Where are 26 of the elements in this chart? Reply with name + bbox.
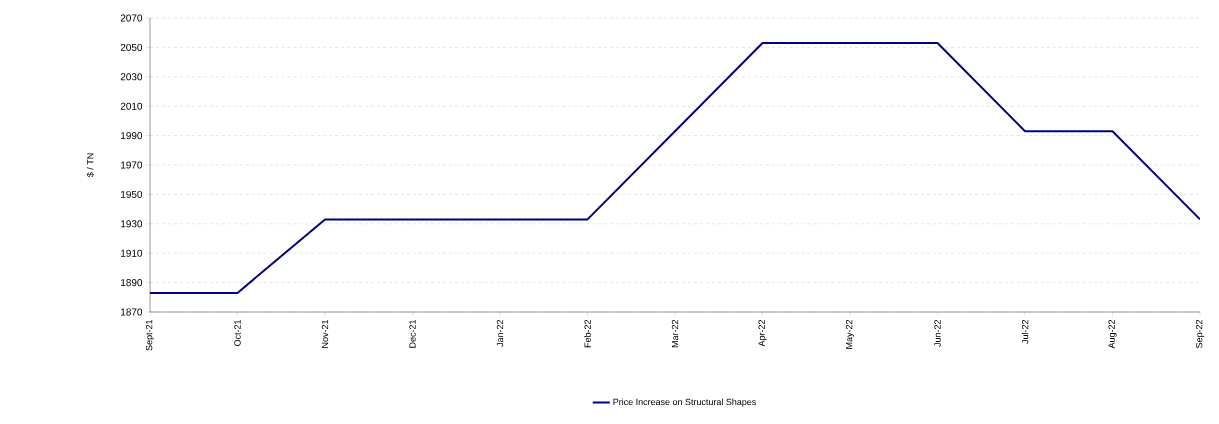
y-tick-label: 2010: [120, 102, 143, 110]
x-tick-label: Jul-22: [1021, 319, 1029, 344]
legend-label: Price Increase on Structural Shapes: [613, 398, 756, 407]
x-tick-label: Apr-22: [758, 319, 767, 347]
x-tick-label: Nov-21: [321, 319, 329, 348]
y-tick-label: 1970: [121, 161, 143, 169]
x-tick-label: Feb-22: [584, 319, 591, 348]
x-tick-label: Jun-22: [934, 319, 941, 347]
y-tick-label: 2030: [120, 73, 143, 81]
x-tick-label: Oct-21: [234, 319, 241, 347]
y-tick-label: 2070: [120, 14, 143, 22]
y-tick-label: 1890: [121, 279, 143, 287]
x-tick-label: Dec-21: [409, 319, 416, 348]
y-tick-label: 1950: [121, 190, 143, 198]
x-tick-label: Sept-21: [145, 319, 155, 351]
x-tick-label: Mar-22: [671, 319, 679, 348]
y-tick-label: 1910: [121, 249, 143, 257]
y-tick-label: 2050: [120, 43, 143, 51]
y-tick-label: 1930: [121, 220, 143, 228]
x-tick-label: Jan-22: [496, 319, 504, 347]
y-axis-title: $ / TN: [86, 153, 94, 178]
y-tick-label: 1990: [121, 132, 143, 140]
x-tick-label: May-22: [845, 319, 855, 349]
x-tick-label: Sep-22: [1195, 319, 1205, 349]
x-tick-label: Aug-22: [1108, 319, 1117, 349]
y-tick-label: 1870: [121, 308, 143, 316]
